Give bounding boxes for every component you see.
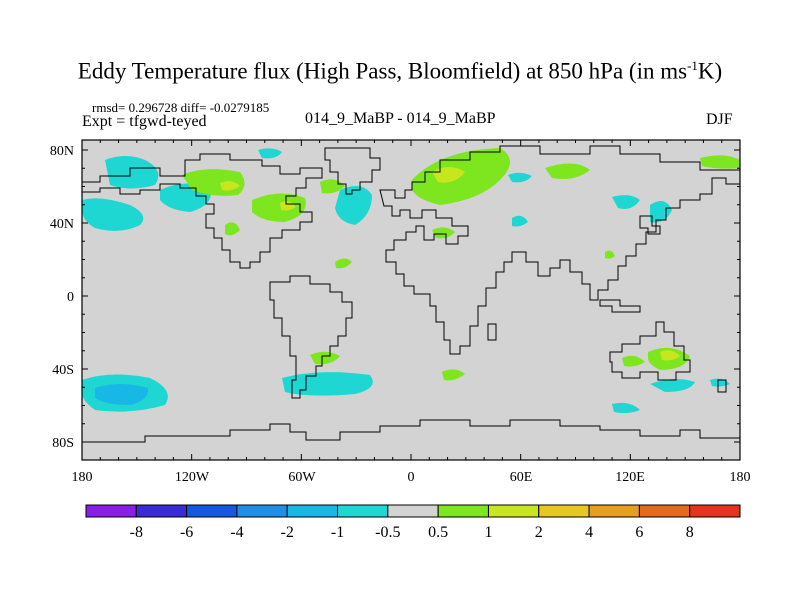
- colorbar-swatch: [588, 504, 640, 518]
- axis-ticks: [81, 140, 741, 460]
- colorbar-label: 2: [535, 524, 543, 541]
- colorbar-swatch: [538, 504, 590, 518]
- shade-pos-ne-asia: [700, 155, 740, 169]
- coast-eurasia-africa: [379, 145, 741, 355]
- shade-pos-asia-s: [605, 250, 615, 259]
- coast-japan: [639, 215, 661, 235]
- coast-madagascar: [487, 323, 497, 341]
- shade-neg-scand: [508, 172, 532, 183]
- colorbar-swatch: [135, 504, 188, 518]
- colorbar-label: -0.5: [375, 524, 400, 541]
- lon-label-60e: 60E: [510, 470, 533, 485]
- shade-pos-ne-pacific-2: [335, 258, 352, 269]
- shade-pos2-australia-s: [660, 350, 680, 361]
- shade-pos-eurasia: [412, 148, 510, 205]
- page-title: Eddy Temperature flux (High Pass, Bloomf…: [0, 58, 800, 85]
- colorbar-label: -1: [331, 524, 344, 541]
- coast-north-america: [82, 153, 323, 269]
- lat-label-40s: 40S: [52, 363, 74, 378]
- shade-pos-s-africa: [442, 369, 465, 381]
- diff-label: diff=: [180, 100, 207, 115]
- colorbar: [85, 504, 741, 518]
- shade-pos-s-america: [310, 351, 340, 365]
- colorbar-label: 4: [585, 524, 593, 541]
- colorbar-label: 0.5: [428, 524, 448, 541]
- stats-line: rmsd= 0.296728 diff= -0.0279185: [92, 100, 269, 116]
- lon-label-180w: 180: [72, 470, 93, 485]
- season-label: DJF: [706, 111, 733, 128]
- shade-neg-greenland: [258, 148, 282, 159]
- lon-label-0: 0: [408, 470, 415, 485]
- colorbar-swatch: [186, 504, 238, 518]
- shade-pos-s-indian: [622, 355, 645, 367]
- title-main: Eddy Temperature flux (High Pass, Bloomf…: [77, 58, 688, 84]
- colorbar-label: -2: [281, 524, 294, 541]
- rmsd-label: rmsd=: [92, 100, 126, 115]
- lat-label-eq: 0: [67, 290, 74, 305]
- field-shading: [82, 148, 740, 414]
- shade-neg-s-indian: [650, 378, 695, 392]
- lat-labels: 80N 40N 0 40S 80S: [50, 144, 74, 451]
- lon-label-120e: 120E: [615, 470, 645, 485]
- colorbar-swatch: [638, 504, 691, 518]
- shade-pos2-ne-pacific: [220, 181, 240, 191]
- colorbar-label: -4: [230, 524, 243, 541]
- coast-greenland: [324, 147, 381, 195]
- shade-neg-asia: [612, 195, 640, 209]
- shade-pos-nam: [252, 193, 306, 222]
- lon-label-180e: 180: [730, 470, 751, 485]
- lat-label-40n: 40N: [50, 217, 74, 232]
- lon-label-60w: 60W: [288, 470, 316, 485]
- colorbar-swatch: [85, 504, 137, 518]
- title-end: K): [697, 58, 723, 84]
- shade-pos-nam-small: [225, 222, 240, 236]
- coast-indonesia: [599, 299, 641, 313]
- coast-south-america: [269, 275, 353, 399]
- shade-neg-na-west: [82, 198, 144, 231]
- colorbar-swatch: [337, 504, 389, 518]
- coast-australia: [609, 321, 691, 381]
- colorbar-swatch: [437, 504, 489, 518]
- colorbar-label: 6: [635, 524, 643, 541]
- coastlines: [82, 145, 741, 443]
- shade-neg-s-indian-w: [612, 402, 640, 414]
- shade-pos-greenland: [320, 179, 345, 194]
- colorbar-swatch: [387, 504, 439, 518]
- colorbar-swatch: [487, 504, 540, 518]
- lon-label-120w: 120W: [175, 470, 210, 485]
- coast-new-zealand: [717, 379, 727, 393]
- colorbar-label: -6: [180, 524, 193, 541]
- diff-value: -0.0279185: [209, 100, 270, 115]
- shade-neg-atlantic: [335, 186, 372, 225]
- shade-neg-s-far-e: [710, 378, 730, 387]
- colorbar-label: 8: [686, 524, 694, 541]
- colorbar-labels: -8 -6 -4 -2 -1 -0.5 0.5 1 2 4 6 8: [130, 524, 694, 541]
- case-label: 014_9_MaBP - 014_9_MaBP: [305, 110, 496, 127]
- shade-neg-pacific: [105, 156, 159, 189]
- colorbar-label: 1: [484, 524, 492, 541]
- lon-labels: 180 120W 60W 0 60E 120E 180: [72, 470, 751, 485]
- shade-pos-med: [432, 227, 455, 239]
- shade-pos-siberia: [545, 163, 590, 179]
- lat-label-80s: 80S: [52, 436, 74, 451]
- colorbar-swatch: [286, 504, 339, 518]
- lat-label-80n: 80N: [50, 144, 74, 159]
- experiment-label: Expt = tfgwd-teyed: [82, 113, 207, 130]
- shade-neg2-s-pacific: [95, 384, 149, 405]
- title-superscript: -1: [687, 58, 698, 73]
- coast-antarctica: [82, 419, 740, 443]
- shade-neg-mideast: [512, 215, 528, 227]
- colorbar-label: -8: [130, 524, 143, 541]
- rmsd-value: 0.296728: [128, 100, 178, 115]
- colorbar-swatch: [689, 504, 741, 518]
- colorbar-swatch: [236, 504, 288, 518]
